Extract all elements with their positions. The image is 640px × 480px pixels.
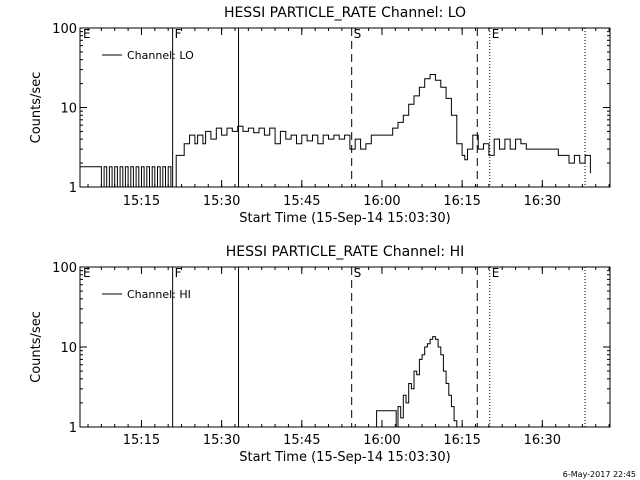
corner-label: E: [83, 266, 91, 280]
legend-label: Channel: HI: [127, 288, 191, 301]
x-tick-label: 15:45: [283, 194, 320, 209]
time-marker-label: S: [354, 27, 362, 41]
y-tick-label: 10: [60, 341, 77, 356]
x-tick-label: 15:45: [283, 433, 320, 448]
x-tick-label: 16:30: [524, 433, 561, 448]
chart-title: HESSI PARTICLE_RATE Channel: HI: [226, 244, 464, 260]
chart-title: HESSI PARTICLE_RATE Channel: LO: [224, 5, 466, 21]
y-tick-label: 100: [52, 261, 77, 276]
time-marker-label: E: [492, 266, 500, 280]
time-marker-label: E: [492, 27, 500, 41]
time-marker-label: S: [354, 266, 362, 280]
data-series-line: [80, 74, 591, 187]
y-axis-label: Counts/sec: [29, 72, 44, 144]
x-tick-label: 15:30: [203, 194, 240, 209]
y-tick-label: 1: [69, 181, 77, 196]
y-tick-label: 10: [60, 102, 77, 117]
legend-label: Channel: LO: [127, 49, 194, 62]
y-tick-label: 100: [52, 22, 77, 37]
y-axis-label: Counts/sec: [29, 311, 44, 383]
y-tick-label: 1: [69, 421, 77, 436]
chart-panel-1: HESSI PARTICLE_RATE Channel: HI 1 10 100 15:…: [29, 244, 611, 465]
time-marker-label: F: [175, 266, 182, 280]
x-tick-label: 16:30: [524, 194, 561, 209]
data-series-line: [374, 336, 458, 427]
plot-timestamp: 6-May-2017 22:45: [562, 470, 636, 479]
x-tick-label: 15:30: [203, 433, 240, 448]
x-tick-label: 15:15: [123, 194, 160, 209]
x-axis-label: Start Time (15-Sep-14 15:03:30): [239, 211, 450, 226]
x-tick-label: 15:15: [123, 433, 160, 448]
time-marker-label: F: [175, 27, 182, 41]
corner-label: E: [83, 27, 91, 41]
x-tick-label: 16:15: [443, 433, 480, 448]
x-tick-label: 16:15: [443, 194, 480, 209]
x-tick-label: 16:00: [363, 194, 400, 209]
chart-panel-0: HESSI PARTICLE_RATE Channel: LO 1 10 100 15:…: [29, 5, 611, 226]
x-axis-label: Start Time (15-Sep-14 15:03:30): [239, 450, 450, 465]
x-tick-label: 16:00: [363, 433, 400, 448]
